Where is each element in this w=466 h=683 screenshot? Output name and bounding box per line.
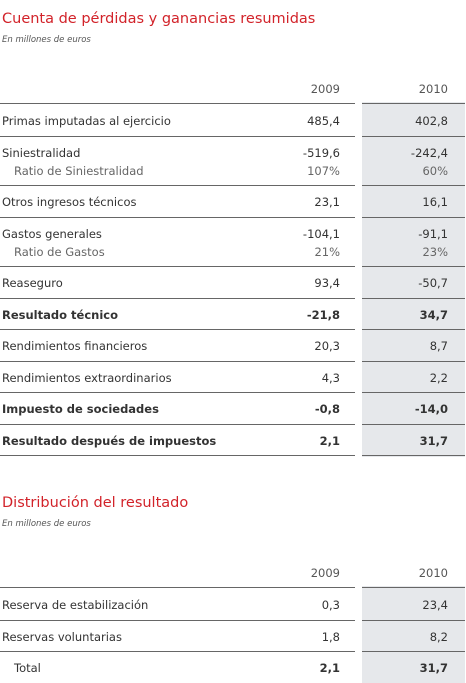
cell-2010: 402,8	[415, 114, 448, 128]
cell-2009: 20,3	[314, 339, 340, 353]
row-label: Reservas voluntarias	[2, 629, 122, 644]
section-subtitle: En millones de euros	[2, 35, 91, 45]
row-rule	[362, 423, 465, 425]
cell-2009: 485,4	[307, 114, 340, 128]
column-header: 2009	[310, 82, 340, 96]
column-shade	[362, 586, 465, 683]
row-rule	[362, 619, 465, 621]
row-label: Rendimientos financieros	[2, 339, 148, 353]
cell-2010: 8,2	[429, 629, 448, 644]
row-label: Siniestralidad	[2, 145, 81, 160]
cell-2010: -91,1	[418, 226, 448, 241]
row-label: Ratio de Gastos	[14, 244, 105, 259]
row-rule	[362, 135, 465, 137]
cell-2010: 16,1	[422, 195, 448, 209]
row-rule	[0, 619, 355, 621]
cell-2010: 31,7	[419, 661, 448, 675]
cell-2010: 60%	[422, 163, 448, 178]
cell-2010: -242,4	[410, 145, 448, 160]
row-rule	[362, 392, 465, 393]
row-rule	[362, 297, 465, 299]
row-label: Ratio de Siniestralidad	[14, 163, 144, 178]
cell-2009: 21%	[314, 244, 340, 259]
cell-2010: -50,7	[418, 276, 448, 290]
section-title: Distribución del resultado	[2, 495, 189, 511]
header-rule	[0, 103, 355, 104]
row-rule	[362, 360, 465, 362]
column-shade	[362, 102, 465, 457]
header-rule	[0, 587, 355, 588]
row-rule	[362, 185, 465, 186]
cell-2010: 31,7	[419, 433, 448, 448]
cell-2010: 23,4	[422, 598, 448, 612]
cell-2009: 23,1	[314, 195, 340, 209]
section-title: Cuenta de pérdidas y ganancias resumidas	[2, 11, 316, 27]
cell-2009: 107%	[307, 163, 340, 178]
row-rule	[362, 216, 465, 218]
column-header: 2009	[310, 566, 340, 580]
row-rule	[0, 392, 355, 393]
row-rule	[362, 651, 465, 652]
cell-2009: 0,3	[321, 598, 340, 612]
row-label: Reaseguro	[2, 276, 63, 290]
row-rule	[0, 455, 355, 456]
row-label: Resultado después de impuestos	[2, 433, 217, 448]
cell-2009: -0,8	[314, 402, 340, 416]
column-header: 2010	[418, 82, 448, 96]
header-rule	[362, 103, 465, 104]
cell-2010: 2,2	[429, 370, 448, 385]
cell-2009: -104,1	[302, 226, 340, 241]
cell-2009: 4,3	[321, 370, 340, 385]
header-rule	[362, 587, 465, 588]
row-label: Impuesto de sociedades	[2, 402, 159, 416]
cell-2009: 2,1	[319, 661, 340, 675]
row-label: Primas imputadas al ejercicio	[2, 114, 171, 128]
row-label: Rendimientos extraordinarios	[2, 370, 172, 385]
cell-2009: -21,8	[306, 307, 340, 322]
row-rule	[0, 297, 355, 299]
cell-2009: 1,8	[321, 629, 340, 644]
cell-2010: -14,0	[414, 402, 448, 416]
row-rule	[0, 185, 355, 186]
row-rule	[0, 423, 355, 425]
cell-2010: 8,7	[429, 339, 448, 353]
column-header: 2010	[418, 566, 448, 580]
row-label: Gastos generales	[2, 226, 102, 241]
row-label: Total	[14, 661, 41, 675]
row-rule	[362, 455, 465, 456]
row-label: Resultado técnico	[2, 307, 118, 322]
row-rule	[362, 329, 465, 330]
section-subtitle: En millones de euros	[2, 519, 91, 529]
cell-2010: 23%	[422, 244, 448, 259]
row-rule	[0, 329, 355, 330]
cell-2009: 2,1	[319, 433, 340, 448]
row-rule	[0, 135, 355, 137]
row-rule	[362, 266, 465, 267]
row-rule	[0, 651, 355, 652]
row-rule	[0, 216, 355, 218]
cell-2009: 93,4	[314, 276, 340, 290]
row-rule	[0, 360, 355, 362]
row-rule	[0, 266, 355, 267]
cell-2009: -519,6	[302, 145, 340, 160]
row-label: Reserva de estabilización	[2, 598, 149, 612]
cell-2010: 34,7	[419, 307, 448, 322]
row-label: Otros ingresos técnicos	[2, 195, 137, 209]
